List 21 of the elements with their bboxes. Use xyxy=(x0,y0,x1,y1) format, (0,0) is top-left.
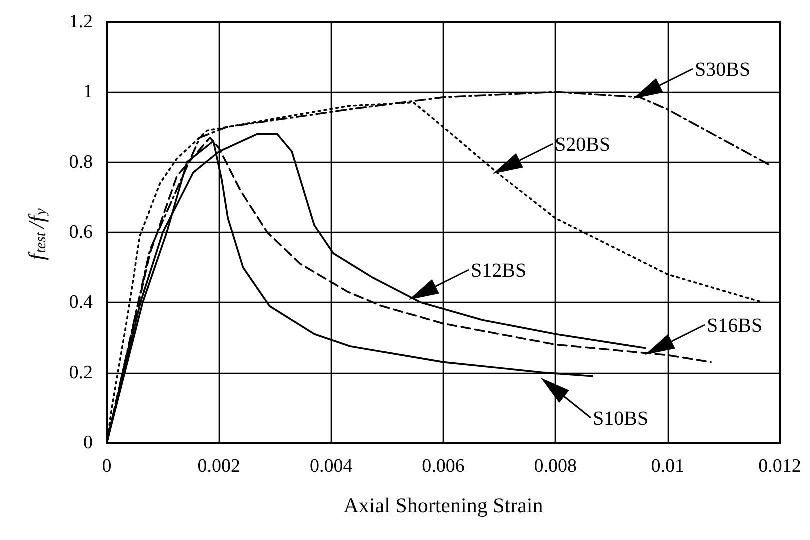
annotation: S16BS xyxy=(707,315,763,337)
y-tick-label: 0.8 xyxy=(69,152,93,173)
y-tick-label: 1 xyxy=(84,82,93,103)
x-tick-label: 0 xyxy=(102,456,112,477)
x-tick-label: 0.008 xyxy=(534,456,578,477)
x-axis-title: Axial Shortening Strain xyxy=(344,494,544,518)
x-tick-label: 0.006 xyxy=(422,456,465,477)
y-axis-title: ftest/fy xyxy=(24,208,50,260)
y-tick-label: 0.2 xyxy=(69,362,93,384)
y-tick-label: 1.2 xyxy=(69,12,93,32)
x-tick-label: 0.01 xyxy=(651,456,684,477)
y-tick-label: 0.6 xyxy=(69,222,93,243)
annotation: S10BS xyxy=(593,408,649,430)
x-tick-label: 0.002 xyxy=(198,456,241,477)
x-tick-label: 0.004 xyxy=(310,456,354,477)
x-tick-label: 0.012 xyxy=(758,456,802,477)
annotation: S20BS xyxy=(555,134,611,156)
y-tick-label: 0 xyxy=(84,432,93,454)
y-tick-label: 0.4 xyxy=(69,292,94,314)
annotation: S30BS xyxy=(695,59,751,81)
annotation: S12BS xyxy=(471,260,527,282)
